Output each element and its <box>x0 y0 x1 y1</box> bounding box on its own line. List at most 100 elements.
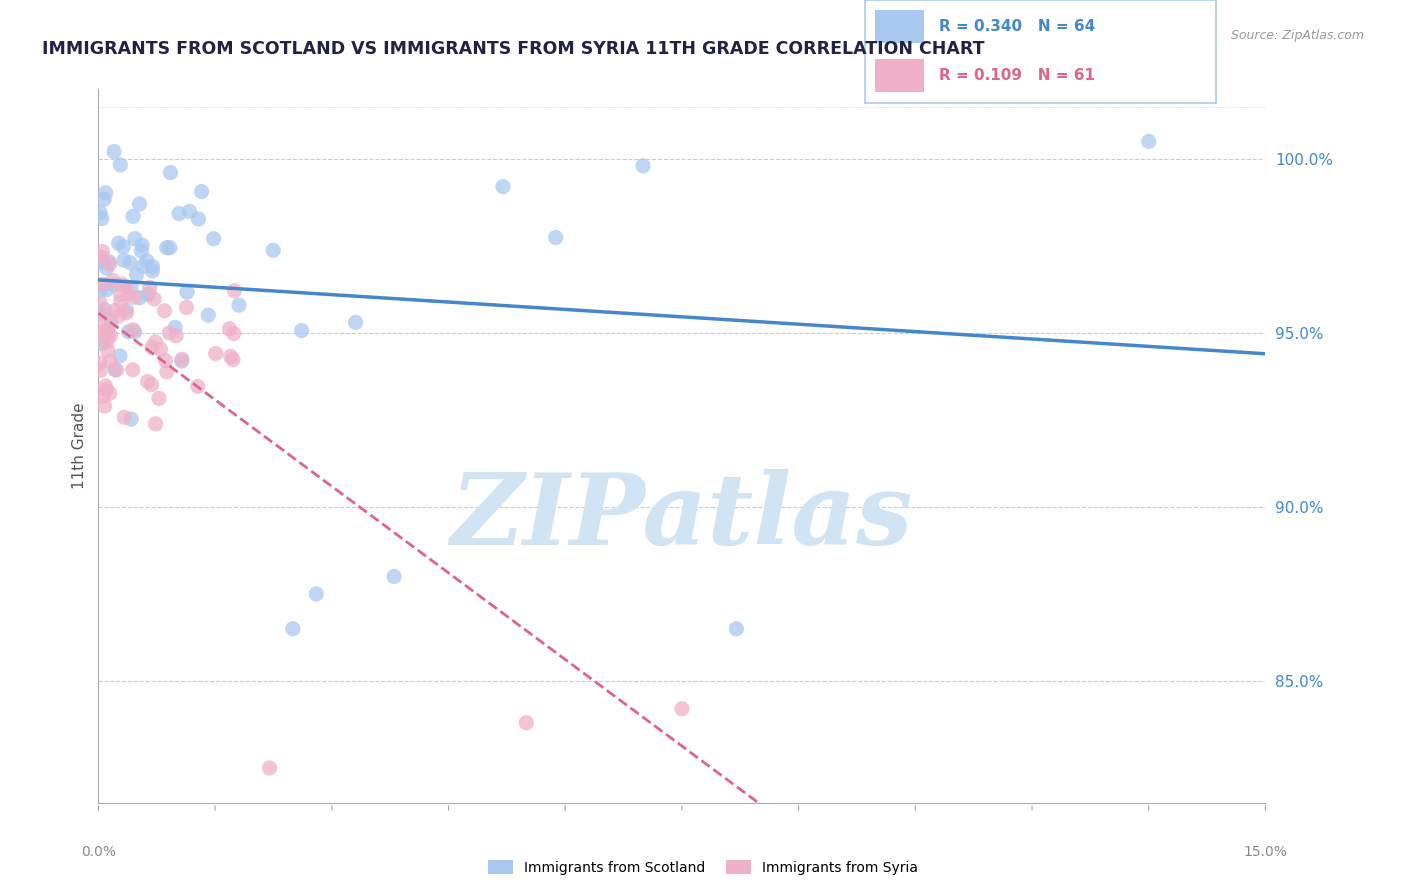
Point <box>97 322 120 336</box>
Point <box>91 277 114 292</box>
Point <box>115 302 138 317</box>
Point <box>165 329 187 343</box>
Point <box>90 283 112 297</box>
Point <box>141 377 163 392</box>
Point <box>115 306 138 320</box>
Text: 15.0%: 15.0% <box>1243 845 1288 859</box>
Point <box>120 255 142 269</box>
Point <box>136 287 159 301</box>
Point <box>93 389 115 403</box>
Point <box>262 244 284 258</box>
Point <box>228 298 250 312</box>
Legend: Immigrants from Scotland, Immigrants from Syria: Immigrants from Scotland, Immigrants fro… <box>482 855 924 880</box>
Point <box>124 325 146 339</box>
Point <box>190 185 212 199</box>
Point <box>544 230 567 244</box>
Point <box>108 309 131 323</box>
Point <box>259 761 281 775</box>
Point <box>89 356 111 370</box>
Point <box>120 412 142 426</box>
Bar <box>875 11 925 43</box>
Point <box>176 285 198 300</box>
Point <box>122 323 145 337</box>
Point <box>100 316 122 330</box>
Point <box>176 301 198 315</box>
Bar <box>875 60 925 93</box>
Point <box>104 303 127 318</box>
Point <box>145 417 167 431</box>
Point <box>96 383 118 397</box>
Point <box>110 287 132 301</box>
Point <box>305 587 328 601</box>
Point <box>153 303 176 318</box>
Point <box>128 197 150 211</box>
Point <box>107 236 129 251</box>
Point <box>89 296 111 310</box>
Point <box>93 302 115 317</box>
Point <box>382 569 405 583</box>
Point <box>224 284 246 298</box>
Point <box>159 241 181 255</box>
Point <box>93 192 115 206</box>
Point <box>89 306 111 320</box>
Point <box>121 363 143 377</box>
Point <box>671 702 693 716</box>
Point <box>96 283 118 297</box>
Point <box>156 241 179 255</box>
Point <box>218 322 240 336</box>
Point <box>132 259 155 273</box>
Point <box>94 308 117 322</box>
Point <box>125 268 148 282</box>
Point <box>204 346 226 360</box>
Point <box>222 326 245 341</box>
Point <box>120 280 142 294</box>
Point <box>202 232 225 246</box>
Text: R = 0.340   N = 64: R = 0.340 N = 64 <box>939 19 1095 34</box>
Point <box>103 277 125 292</box>
Text: 0.0%: 0.0% <box>82 845 115 859</box>
Point <box>96 334 118 349</box>
Point <box>148 392 170 406</box>
Point <box>94 186 117 200</box>
Point <box>159 165 181 179</box>
Point <box>89 363 111 377</box>
Point <box>219 350 242 364</box>
Point <box>91 244 114 259</box>
Point <box>110 294 132 309</box>
Point <box>141 260 163 274</box>
Point <box>122 210 145 224</box>
Point <box>131 238 153 252</box>
Point <box>187 212 209 227</box>
Point <box>141 340 163 354</box>
Point <box>170 352 193 367</box>
Point <box>108 349 131 363</box>
Point <box>114 279 136 293</box>
Text: R = 0.109   N = 61: R = 0.109 N = 61 <box>939 69 1094 84</box>
Point <box>111 277 134 292</box>
Point <box>98 257 121 271</box>
Point <box>90 255 112 269</box>
Point <box>101 273 124 287</box>
Point <box>94 379 117 393</box>
Point <box>96 343 118 358</box>
Point <box>103 145 125 159</box>
Text: IMMIGRANTS FROM SCOTLAND VS IMMIGRANTS FROM SYRIA 11TH GRADE CORRELATION CHART: IMMIGRANTS FROM SCOTLAND VS IMMIGRANTS F… <box>42 40 984 58</box>
Point <box>515 715 537 730</box>
Point <box>139 280 162 294</box>
Point <box>290 324 312 338</box>
Text: ZIPatlas: ZIPatlas <box>451 469 912 566</box>
Point <box>187 379 209 393</box>
Point <box>94 325 117 339</box>
Point <box>492 179 515 194</box>
Point <box>93 332 115 346</box>
Point <box>89 205 111 219</box>
Point <box>143 292 166 306</box>
Point <box>167 206 190 220</box>
Point <box>170 354 193 368</box>
Point <box>631 159 654 173</box>
Point <box>156 365 179 379</box>
Point <box>725 622 748 636</box>
Point <box>131 244 153 259</box>
Text: Source: ZipAtlas.com: Source: ZipAtlas.com <box>1230 29 1364 42</box>
Point <box>112 410 135 425</box>
